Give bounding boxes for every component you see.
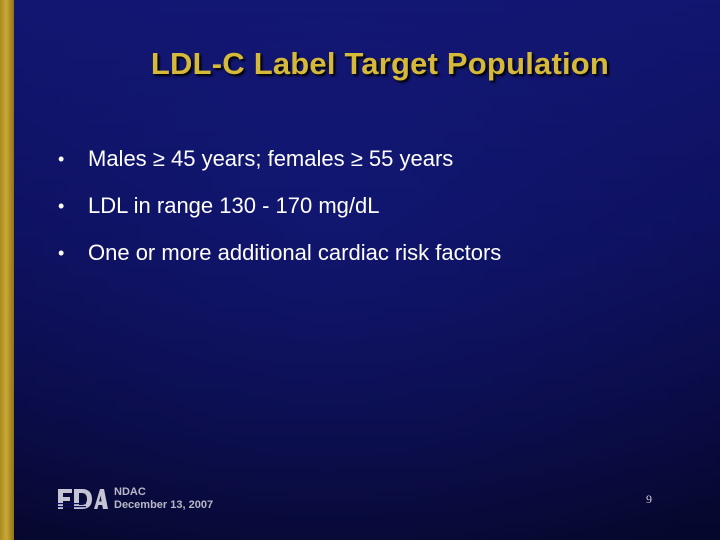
bullet-text: LDL in range 130 - 170 mg/dL bbox=[88, 193, 380, 218]
accent-bar bbox=[0, 0, 14, 540]
footer-date: December 13, 2007 bbox=[114, 499, 214, 511]
bullet-icon: • bbox=[58, 196, 65, 216]
bullet-item: • Males ≥ 45 years; females ≥ 55 years bbox=[58, 142, 501, 189]
fda-logo-icon bbox=[56, 489, 108, 509]
page-number: 9 bbox=[646, 492, 652, 506]
bullet-item: • One or more additional cardiac risk fa… bbox=[58, 236, 501, 283]
footer-meeting: NDAC bbox=[114, 486, 146, 498]
bullet-text: Males ≥ 45 years; females ≥ 55 years bbox=[88, 146, 454, 171]
bullet-icon: • bbox=[58, 243, 65, 263]
bullet-item: • LDL in range 130 - 170 mg/dL bbox=[58, 189, 501, 236]
footer: NDAC December 13, 2007 bbox=[56, 484, 213, 514]
bullet-icon: • bbox=[58, 149, 65, 169]
bullet-list: • Males ≥ 45 years; females ≥ 55 years •… bbox=[58, 142, 501, 283]
bullet-text: One or more additional cardiac risk fact… bbox=[88, 240, 502, 265]
footer-text: NDAC December 13, 2007 bbox=[114, 486, 213, 512]
slide-title: LDL-C Label Target Population bbox=[150, 46, 610, 81]
